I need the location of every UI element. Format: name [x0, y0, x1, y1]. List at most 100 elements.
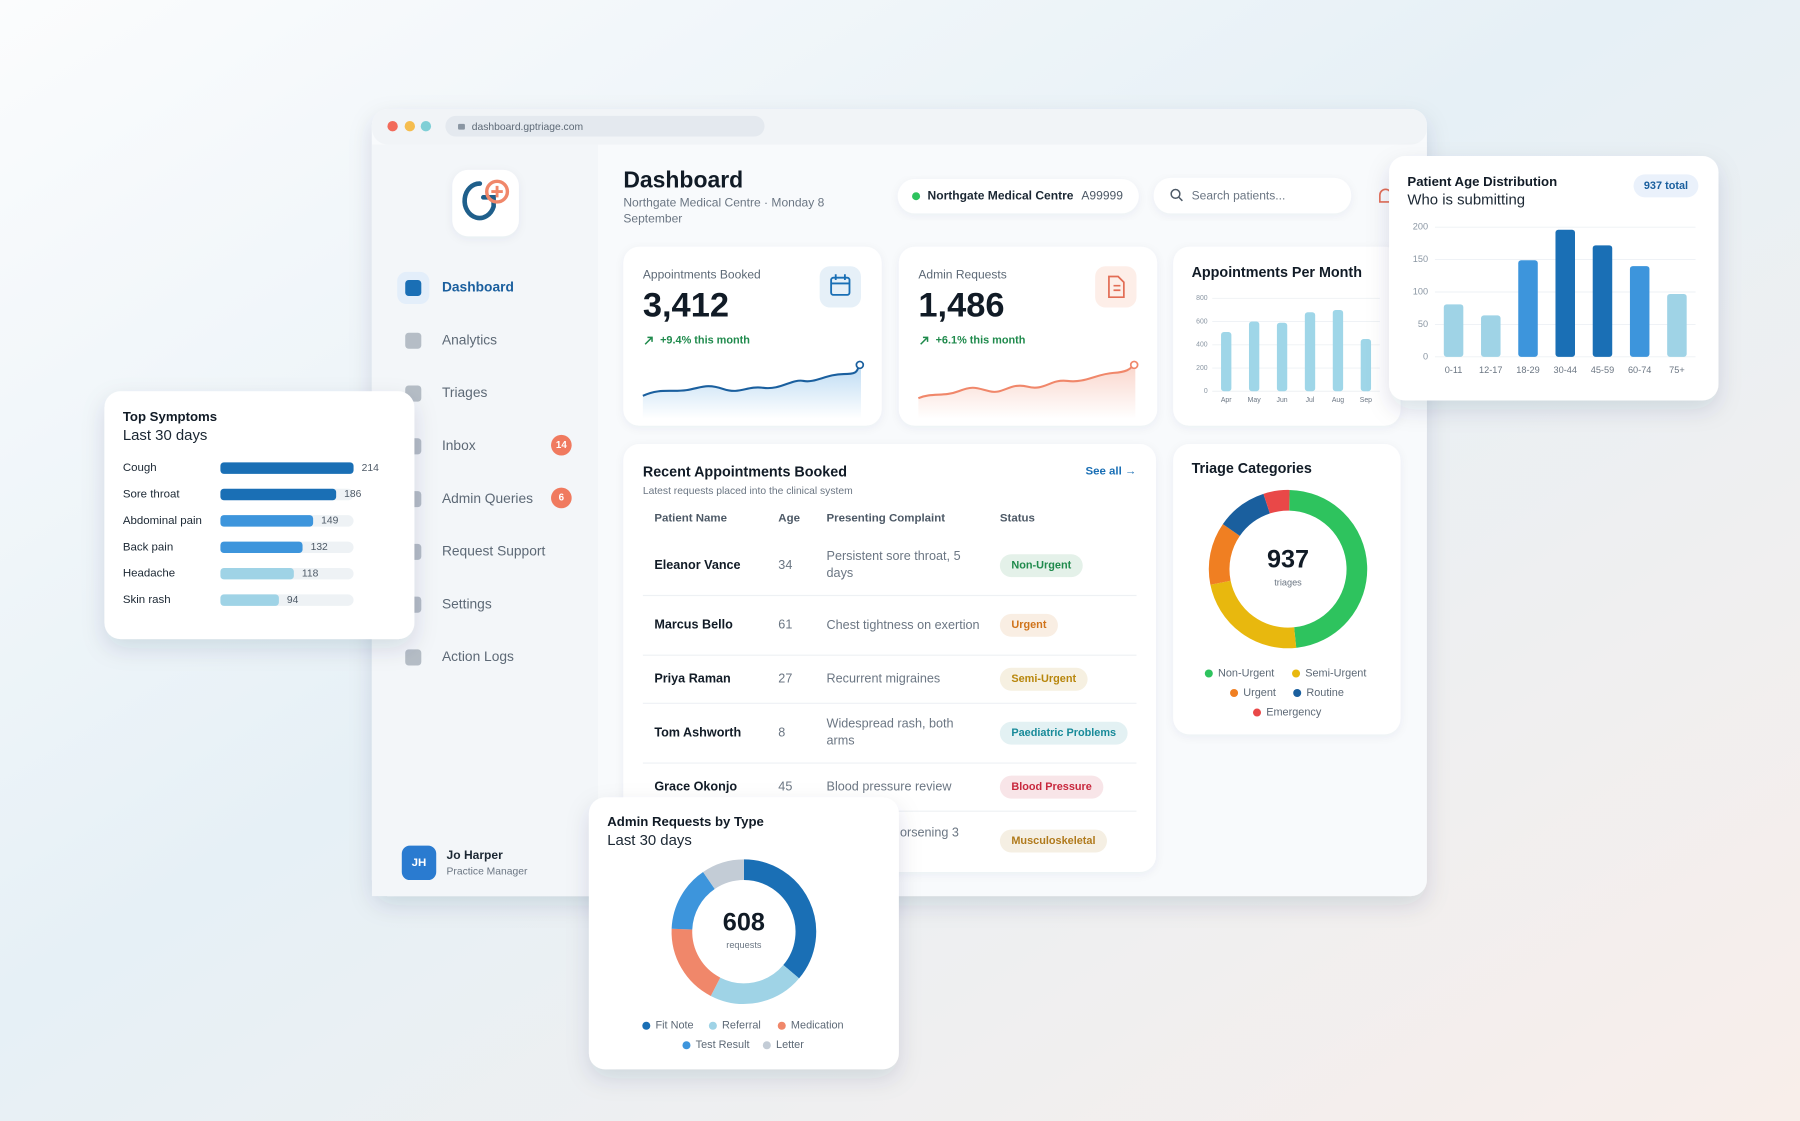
kpi-icon-box [1095, 266, 1137, 308]
bar [1629, 266, 1650, 357]
practice-pill[interactable] [897, 178, 1139, 214]
complaint-box: Widespread rash, both arms [826, 717, 954, 749]
patient-name[interactable]: Marcus Bello [654, 618, 733, 632]
sparkline [642, 362, 862, 397]
trend-arrow [920, 336, 929, 345]
calendar-icon [830, 276, 851, 296]
legend-label: Test Result [696, 1039, 750, 1051]
patient-name[interactable]: Priya Raman [654, 672, 730, 686]
kpi-change: +6.1% this month [936, 335, 1026, 347]
legend-swatch [642, 1021, 651, 1030]
nav-item[interactable]: Dashboard [442, 280, 514, 295]
patient-age: 8 [778, 726, 785, 740]
symptom-label: Back pain [123, 541, 173, 553]
symptom-label: Headache [123, 568, 175, 580]
url-bar[interactable] [445, 115, 765, 137]
bar [220, 515, 314, 527]
see-all-link[interactable]: See all → [1085, 466, 1136, 478]
patient-age: 45 [778, 779, 792, 793]
nav-item[interactable]: Settings [442, 596, 492, 611]
complaint: Recurrent migraines [826, 671, 941, 686]
status-pill [999, 667, 1088, 691]
lock-icon [458, 123, 465, 130]
chart-title: Triage Categories [1192, 461, 1312, 477]
nav-item[interactable]: Admin Queries [442, 491, 533, 506]
dashboard-window: dashboard.gptriage.com Dashboard Analytic… [371, 109, 1427, 897]
minimize-dot [404, 121, 415, 132]
patient-name[interactable]: Tom Ashworth [654, 726, 741, 740]
x-tick-label: Jul [1306, 397, 1315, 404]
donut-segment [671, 928, 721, 996]
url: dashboard.gptriage.com [472, 122, 583, 133]
legend-label: Medication [791, 1020, 844, 1032]
legend-label: Fit Note [655, 1020, 693, 1032]
bar [220, 594, 279, 606]
nav-icon [405, 649, 422, 666]
complaint: Widespread rash, both arms [826, 717, 954, 749]
complaint-box: Recurrent migraines [826, 671, 941, 686]
x-tick-label: 60-74 [1628, 365, 1651, 375]
legend-swatch [1252, 708, 1262, 717]
sparkline-end [1129, 360, 1139, 370]
x-tick-label: Apr [1221, 397, 1232, 404]
patient-name[interactable]: Grace Okonjo [654, 779, 737, 793]
nav-item[interactable]: Analytics [442, 332, 497, 347]
x-tick-label: 30-44 [1554, 365, 1577, 375]
status-pill [999, 829, 1107, 853]
donut-total: 937 [1267, 546, 1309, 574]
nav-item[interactable]: Action Logs [442, 649, 514, 664]
nav-item[interactable]: Triages [442, 385, 488, 400]
y-tick-label: 200 [1413, 222, 1428, 232]
logo-g [462, 181, 496, 221]
status-label: Paediatric Problems [1011, 727, 1116, 739]
kpi-label: Appointments Booked [643, 268, 761, 282]
user-role: Practice Manager [447, 867, 528, 878]
complaint: Persistent sore throat, 5 days [826, 549, 961, 581]
bar [1276, 322, 1288, 392]
value-label: 214 [362, 463, 379, 474]
symptom-label: Skin rash [123, 594, 171, 606]
document-icon [1108, 275, 1125, 299]
bar [220, 541, 303, 554]
y-tick-label: 200 [1196, 365, 1208, 372]
bar [1592, 245, 1613, 357]
search-placeholder: Search patients... [1192, 188, 1286, 202]
nav-icon [405, 279, 422, 297]
search-icon-handle [1178, 196, 1183, 202]
donut-segment [1208, 524, 1241, 585]
nav-item[interactable]: Request Support [442, 544, 546, 559]
complaint-box: Persistent sore throat, 5 days [826, 549, 961, 581]
legend-label: Routine [1306, 687, 1344, 699]
status-pill [999, 775, 1104, 799]
legend-label: Emergency [1266, 706, 1322, 718]
table-card [623, 444, 1156, 873]
legend-label: Semi-Urgent [1305, 667, 1366, 679]
bar [1332, 309, 1344, 392]
page-subtitle-box: Northgate Medical Centre · Monday 8 Sept… [623, 196, 824, 226]
card-subtitle: Last 30 days [123, 428, 208, 444]
logo-box [452, 169, 519, 237]
card-title: Patient Age Distribution [1407, 174, 1557, 189]
nav-item[interactable]: Inbox [442, 438, 476, 453]
bar [1667, 293, 1687, 357]
bar [1443, 304, 1464, 357]
complaint: Chest tightness on exertion [826, 617, 980, 632]
x-tick-label: 75+ [1669, 365, 1685, 375]
x-tick-label: Aug [1332, 397, 1344, 404]
search-box[interactable] [1153, 177, 1352, 214]
status-label: Semi-Urgent [1011, 673, 1076, 685]
x-tick-label: 18-29 [1516, 365, 1539, 375]
bar [1555, 229, 1575, 357]
legend-swatch [682, 1041, 691, 1050]
column-header: Age [778, 513, 800, 525]
bar [220, 462, 354, 474]
value-label: 94 [287, 595, 299, 606]
admin-card [588, 797, 899, 1070]
overlay-cards: Patient Age Distribution Who is submittin… [104, 156, 1719, 1070]
patient-name[interactable]: Eleanor Vance [654, 558, 740, 572]
donut-total: 608 [723, 908, 765, 936]
x-tick-label: Sep [1360, 397, 1372, 404]
page-title: Dashboard [623, 166, 743, 192]
sparkline-area [642, 363, 861, 419]
bar [1304, 312, 1316, 392]
